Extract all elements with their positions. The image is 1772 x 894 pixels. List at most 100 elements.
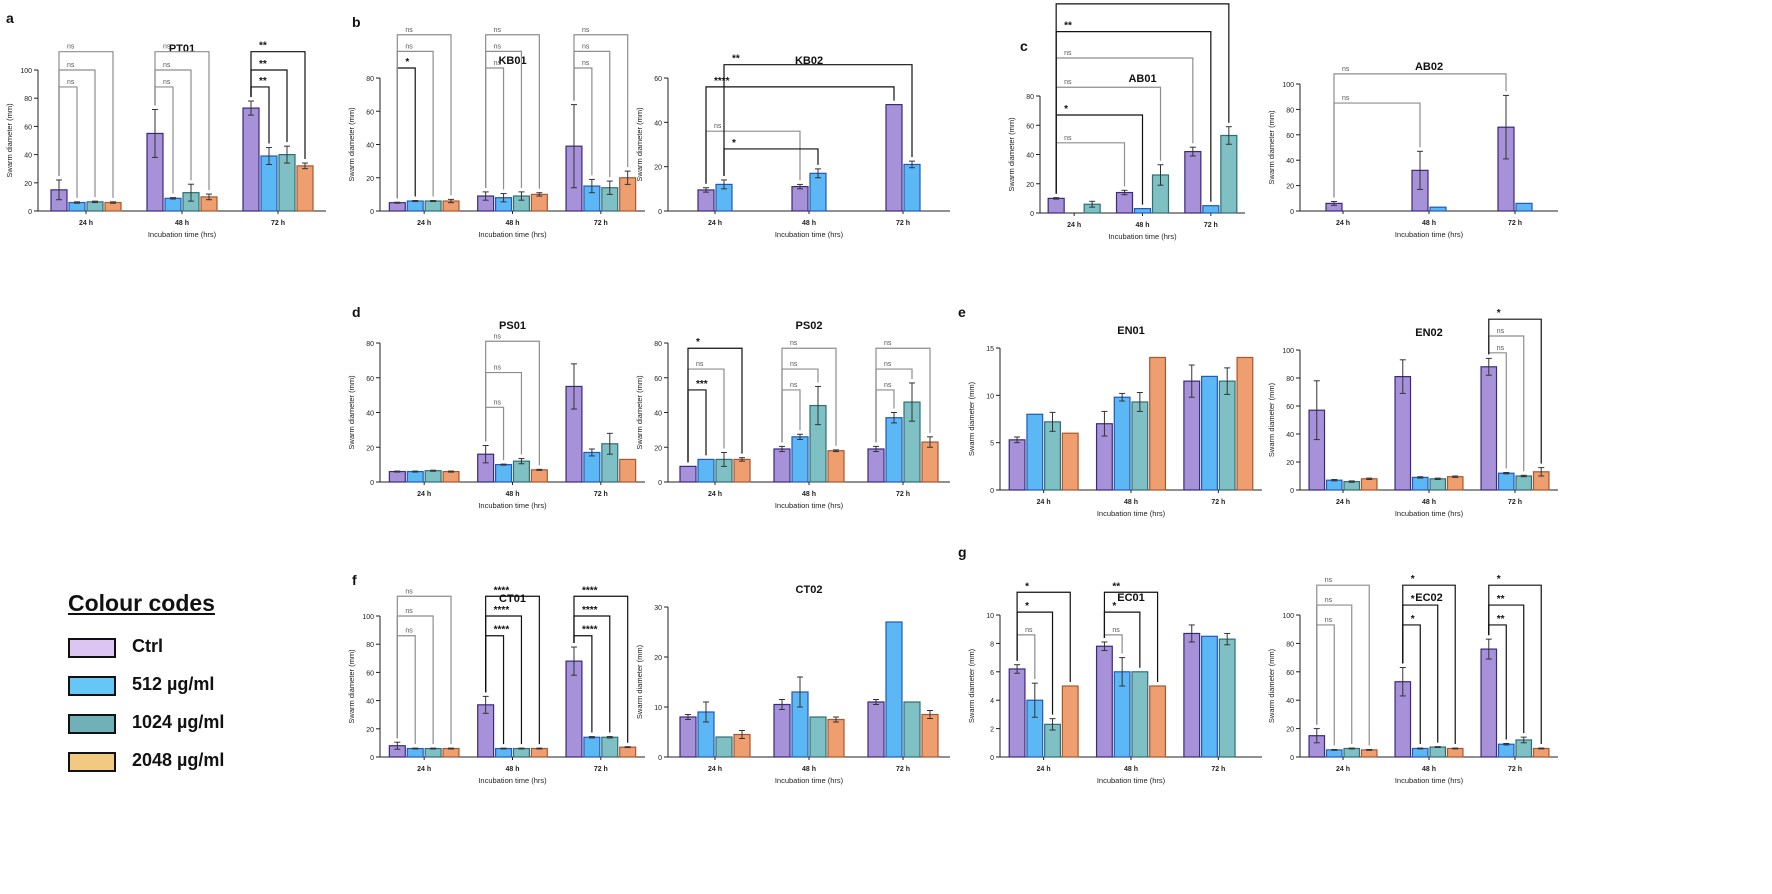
x-tick-label: 48 h (802, 766, 816, 773)
significance-label: * (1112, 601, 1116, 612)
significance-label: ns (494, 27, 502, 34)
significance-label: ** (1112, 581, 1120, 592)
y-tick-label: 20 (366, 176, 374, 183)
significance-bracket (1333, 73, 1507, 198)
legend-title: Colour codes (68, 590, 215, 616)
bar-ctrl (1008, 668, 1026, 758)
significance-label: ns (163, 44, 171, 51)
bar-c512 (1026, 413, 1044, 491)
y-tick-label: 80 (1286, 107, 1294, 114)
y-tick-label: 0 (658, 209, 662, 216)
bar-ctrl (885, 103, 903, 212)
y-tick-label: 0 (370, 755, 374, 762)
y-axis-label: Swarm diameter (mm) (635, 375, 644, 450)
significance-bracket (705, 130, 801, 184)
bar-c1024 (809, 716, 827, 758)
bar-c1024 (1131, 401, 1149, 491)
bar-ctrl (388, 202, 406, 212)
x-tick-label: 72 h (1508, 499, 1522, 506)
bar-ctrl (773, 448, 791, 483)
chart-kb02: KB02 0 20 40 60 24 h 48 h 72 h Incubation time (… (635, 54, 950, 239)
bar-ctrl (1047, 197, 1065, 214)
bar-c512 (885, 417, 903, 483)
bar-c512 (406, 200, 424, 212)
x-tick-label: 48 h (1422, 220, 1436, 227)
significance-label: ns (790, 382, 798, 389)
bar-c2048 (1236, 356, 1254, 491)
y-tick-label: 0 (1290, 209, 1294, 216)
significance-bracket (723, 148, 819, 176)
y-axis-label: Swarm diameter (mm) (347, 649, 356, 724)
significance-bracket (58, 51, 114, 198)
chart-title: KB01 (498, 55, 526, 67)
bar-c2048 (1149, 356, 1167, 491)
x-tick-label: 72 h (594, 766, 608, 773)
bar-ctrl (679, 465, 697, 483)
x-tick-label: 72 h (1211, 499, 1225, 506)
x-tick-label: 24 h (1037, 499, 1051, 506)
x-tick-label: 24 h (417, 491, 431, 498)
y-tick-label: 0 (1030, 211, 1034, 218)
y-tick-label: 40 (1286, 698, 1294, 705)
x-axis-label: Incubation time (hrs) (1395, 230, 1464, 239)
y-axis-label: Swarm diameter (mm) (1267, 648, 1276, 723)
bar-ctrl (1183, 632, 1201, 758)
significance-label: ** (1497, 614, 1505, 625)
significance-label: ns (67, 62, 75, 69)
y-tick-label: 60 (24, 124, 32, 131)
bar-c2048 (733, 458, 751, 483)
bar-c2048 (1061, 685, 1079, 758)
significance-bracket (58, 86, 78, 198)
y-tick-label: 60 (1286, 670, 1294, 677)
bar-c2048 (827, 450, 845, 483)
bar-c512 (406, 470, 424, 483)
significance-bracket (396, 34, 452, 199)
x-tick-label: 24 h (1037, 766, 1051, 773)
bar-c512 (495, 464, 513, 483)
y-tick-label: 40 (366, 699, 374, 706)
significance-label: ns (1497, 345, 1505, 352)
bar-c2048 (442, 470, 460, 483)
significance-label: ** (259, 41, 267, 52)
significance-label: * (1025, 601, 1029, 612)
bar-ctrl (1184, 150, 1202, 214)
y-tick-label: 20 (1286, 184, 1294, 191)
y-tick-label: 20 (366, 445, 374, 452)
significance-bracket (485, 595, 540, 745)
significance-bracket (1055, 86, 1162, 194)
y-axis-label: Swarm diameter (mm) (967, 648, 976, 723)
y-tick-label: 100 (362, 614, 374, 621)
significance-label: * (696, 337, 700, 348)
chart-title: EC02 (1415, 592, 1443, 604)
chart-ps02: PS02 0 20 40 60 80 24 h 48 h 72 h Incubation time… (635, 320, 950, 510)
y-tick-label: 100 (1282, 613, 1294, 620)
y-tick-label: 100 (1282, 82, 1294, 89)
bar-c2048 (921, 713, 939, 758)
x-tick-label: 48 h (802, 220, 816, 227)
y-tick-label: 40 (654, 411, 662, 418)
significance-label: ** (259, 59, 267, 70)
bar-c1024 (424, 470, 442, 483)
y-axis-label: Swarm diameter (mm) (1267, 382, 1276, 457)
bar-c512 (1429, 206, 1447, 212)
significance-label: ns (1325, 597, 1333, 604)
x-axis-label: Incubation time (hrs) (1097, 509, 1166, 518)
bar-ctrl (1095, 645, 1113, 758)
bar-c512 (1201, 635, 1218, 758)
significance-label: **** (582, 625, 598, 636)
legend-swatch-ctrl (68, 638, 116, 658)
y-tick-label: 20 (654, 445, 662, 452)
significance-bracket (1488, 318, 1542, 464)
bar-c512 (885, 621, 903, 758)
significance-label: * (732, 138, 736, 149)
chart-pt01: PT01 0 20 40 60 80 100 24 h 48 h 72 h Incubation t… (5, 41, 326, 239)
significance-bracket (1055, 3, 1230, 194)
y-tick-label: 60 (366, 670, 374, 677)
bar-c2048 (442, 747, 460, 758)
x-tick-label: 48 h (1422, 499, 1436, 506)
x-tick-label: 72 h (1211, 766, 1225, 773)
y-tick-label: 15 (986, 346, 994, 353)
bar-c2048 (1446, 747, 1464, 758)
significance-bracket (573, 595, 629, 743)
y-axis-label: Swarm diameter (mm) (1267, 110, 1276, 185)
